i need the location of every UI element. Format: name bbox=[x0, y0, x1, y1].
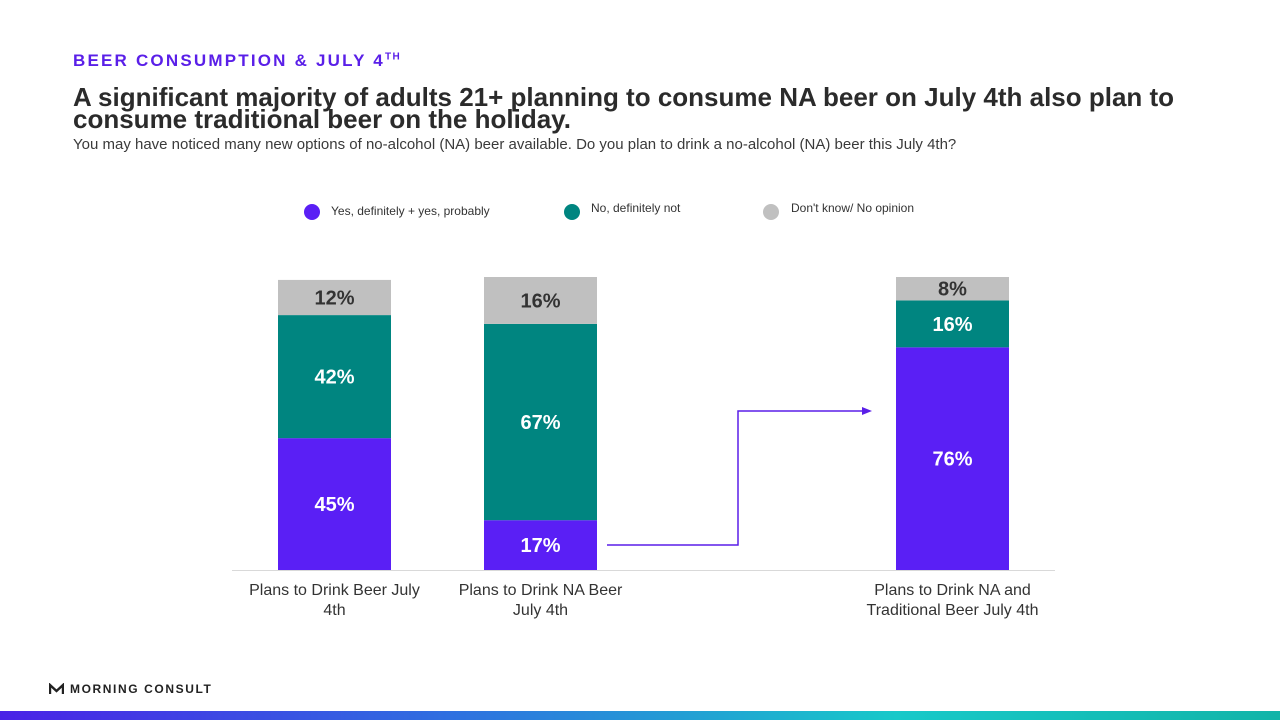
footer-logo: MORNING CONSULT bbox=[49, 682, 212, 696]
category-label-1: Plans to Drink Beer July 4th bbox=[249, 582, 420, 619]
eyebrow-superscript: TH bbox=[384, 51, 402, 63]
eyebrow-title: BEER CONSUMPTION & JULY 4TH bbox=[73, 51, 401, 71]
connector-arrow-line bbox=[607, 410, 864, 546]
legend-dot-yes bbox=[304, 204, 320, 220]
brand-name: MORNING CONSULT bbox=[70, 682, 213, 696]
legend-label-no: No, definitely not bbox=[591, 201, 681, 215]
connector-arrowhead-icon bbox=[862, 407, 872, 415]
data-label-dont-know-1: 12% bbox=[314, 288, 354, 310]
bar-segment-yes-2 bbox=[484, 520, 597, 570]
morning-consult-logo-icon bbox=[49, 683, 64, 694]
bar-segment-yes-1 bbox=[278, 438, 391, 570]
data-label-yes-1: 45% bbox=[314, 494, 354, 516]
bar-segment-dont-know-1 bbox=[278, 279, 391, 316]
legend-label-dont-know: Don't know/ No opinion bbox=[791, 201, 915, 215]
bar-segment-no-2 bbox=[484, 323, 597, 521]
category-label-3: Plans to Drink NA and Traditional Beer Ju… bbox=[867, 582, 1039, 619]
legend-dot-no bbox=[564, 204, 580, 220]
bottom-gradient-bar bbox=[0, 711, 1280, 720]
data-label-no-3: 16% bbox=[932, 314, 972, 336]
legend-dot-dont-know bbox=[763, 204, 779, 220]
bar-segment-no-1 bbox=[278, 315, 391, 439]
data-label-yes-2: 17% bbox=[520, 535, 560, 557]
legend-label-yes: Yes, definitely + yes, probably bbox=[331, 204, 490, 218]
survey-question: You may have noticed many new options of… bbox=[73, 136, 957, 153]
bar-segment-dont-know-2 bbox=[484, 277, 597, 324]
data-label-yes-3: 76% bbox=[932, 449, 972, 471]
stacked-bar-chart: 45% 42% 12% Plans to Drink Beer July 4th 17% 6… bbox=[232, 277, 1055, 619]
data-label-no-2: 67% bbox=[520, 412, 560, 434]
data-label-no-1: 42% bbox=[314, 367, 354, 389]
bar-segment-dont-know-3 bbox=[896, 277, 1009, 301]
bar-segment-yes-3 bbox=[896, 347, 1009, 570]
data-label-dont-know-2: 16% bbox=[520, 290, 560, 312]
data-label-dont-know-3: 8% bbox=[938, 279, 967, 301]
bar-segment-no-3 bbox=[896, 300, 1009, 348]
headline: A significant majority of adults 21+ pla… bbox=[73, 82, 1175, 134]
eyebrow-text: BEER CONSUMPTION & JULY 4 bbox=[73, 51, 385, 70]
category-label-2: Plans to Drink NA Beer July 4th bbox=[459, 582, 623, 619]
